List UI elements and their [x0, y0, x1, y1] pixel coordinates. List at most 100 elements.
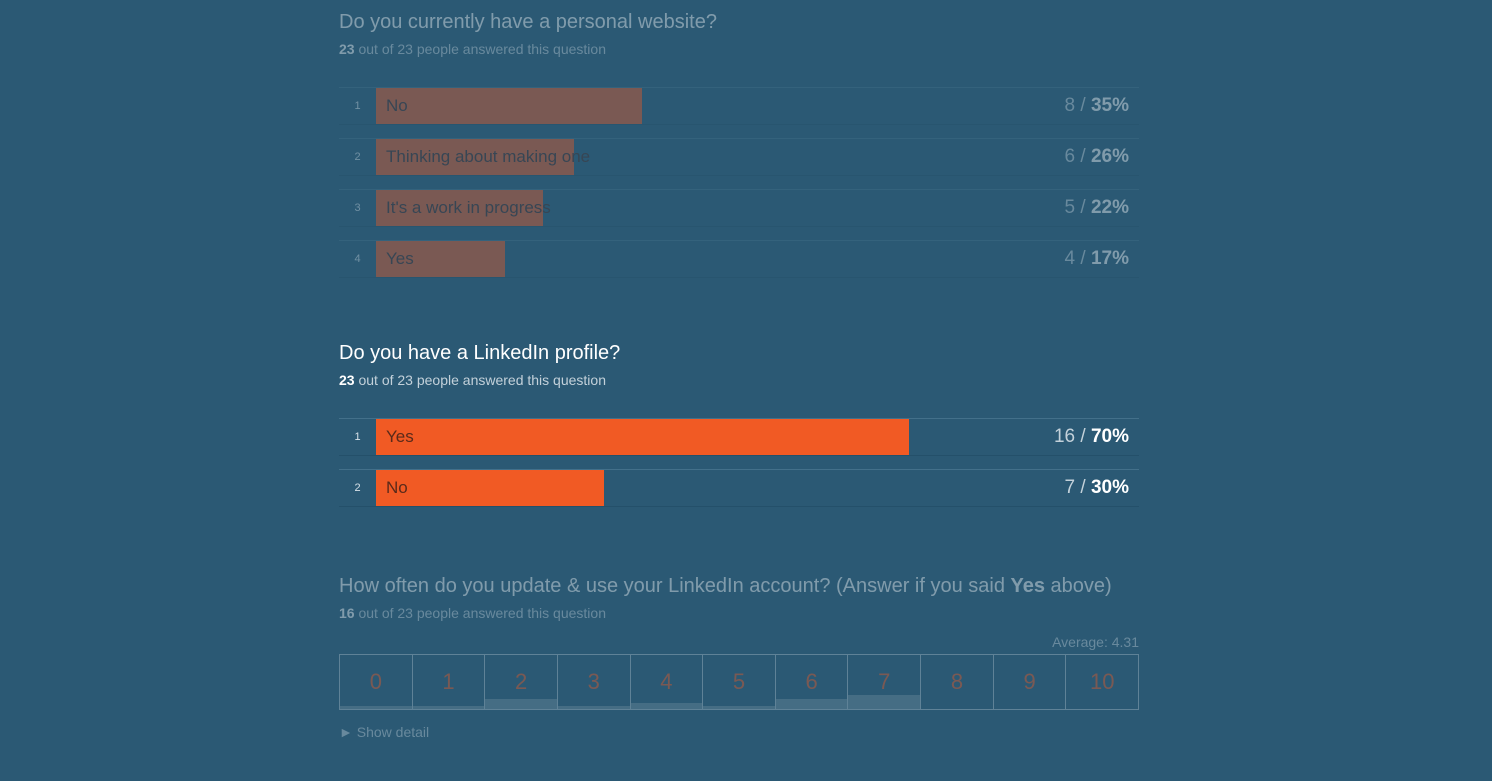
option-bar [376, 190, 543, 226]
scale-fill [412, 706, 485, 709]
scale-cell-0: 0 [340, 655, 413, 709]
option-track: Yes 16 / 70% [376, 419, 1139, 455]
question-linkedin-frequency: How often do you update & use your Linke… [339, 574, 1139, 740]
option-number: 2 [354, 151, 361, 163]
option-row: 4 Yes 4 / 17% [339, 240, 1139, 278]
option-count: 4 / 17% [1064, 248, 1129, 269]
option-number: 1 [354, 431, 361, 443]
scale-label: 9 [1023, 669, 1036, 694]
scale-cell-8: 8 [921, 655, 994, 709]
option-track: No 7 / 30% [376, 470, 1139, 506]
option-label: It's a work in progress [386, 198, 551, 217]
scale-fill [703, 706, 775, 709]
show-detail-link[interactable]: ► Show detail [339, 724, 430, 740]
option-row: 2 Thinking about making one 6 / 26% [339, 138, 1139, 176]
scale-cell-5: 5 [703, 655, 776, 709]
option-bar [376, 88, 642, 124]
scale-cell-6: 6 [775, 655, 849, 709]
scale-label: 5 [732, 669, 746, 694]
rating-scale: 0 1 2 3 4 5 6 7 8 9 10 [339, 654, 1139, 710]
option-bar [376, 241, 505, 277]
option-row: 1 No 8 / 35% [339, 87, 1139, 125]
option-label: Yes [386, 249, 414, 268]
question-title: How often do you update & use your Linke… [339, 574, 1139, 598]
option-track: It's a work in progress 5 / 22% [376, 190, 1139, 226]
answered-suffix: out of 23 people answered this question [358, 41, 606, 57]
option-count: 6 / 26% [1064, 146, 1129, 167]
scale-fill [557, 706, 630, 709]
option-percent: 70% [1090, 426, 1129, 447]
average-value: Average: 4.31 [1052, 634, 1139, 650]
option-count-value: 5 [1064, 197, 1076, 218]
answered-number: 23 [339, 41, 355, 57]
scale-label: 8 [950, 669, 964, 694]
option-bar [376, 139, 574, 175]
scale-cell-4: 4 [630, 655, 704, 709]
option-label: Thinking about making one [386, 147, 591, 166]
scale-cell-2: 2 [485, 655, 558, 709]
option-percent: 30% [1090, 477, 1129, 498]
option-row: 2 No 7 / 30% [339, 469, 1139, 507]
option-count: 7 / 30% [1064, 477, 1129, 498]
scale-label: 0 [369, 669, 382, 694]
option-number: 2 [354, 482, 361, 494]
option-bar [376, 419, 909, 455]
option-number: 4 [354, 253, 361, 265]
option-count-value: 7 [1064, 477, 1076, 498]
scale-label: 6 [805, 669, 818, 694]
option-track: Thinking about making one 6 / 26% [376, 139, 1139, 175]
scale-cell-3: 3 [557, 655, 631, 709]
answered-suffix: out of 23 people answered this question [358, 372, 606, 388]
scale-label: 2 [514, 669, 528, 694]
option-percent: 35% [1090, 95, 1129, 116]
scale-label: 1 [442, 669, 455, 694]
scale-label: 4 [660, 669, 673, 694]
scale-fill [775, 699, 848, 709]
option-track: Yes 4 / 17% [376, 241, 1139, 277]
scale-fill [630, 703, 703, 709]
option-list: 1 No 8 / 35% 2 Thinking about making one… [339, 87, 1139, 291]
scale-fill [340, 706, 412, 709]
option-number: 3 [354, 202, 361, 214]
option-row: 1 Yes 16 / 70% [339, 418, 1139, 456]
option-label: No [386, 478, 408, 497]
option-count-value: 16 [1053, 426, 1076, 447]
question-linkedin-profile: Do you have a LinkedIn profile? 23 out o… [339, 341, 1139, 507]
option-count: 5 / 22% [1064, 197, 1129, 218]
question-title-suffix: above) [1045, 575, 1112, 597]
scale-cell-10: 10 [1066, 655, 1138, 709]
answered-count: 16 out of 23 people answered this questi… [339, 605, 1139, 621]
scale-fill [848, 695, 921, 709]
option-percent: 26% [1090, 146, 1129, 167]
question-title: Do you currently have a personal website… [339, 11, 717, 33]
option-track: No 8 / 35% [376, 88, 1139, 124]
option-list: 1 Yes 16 / 70% 2 No 7 / 30% [339, 418, 1139, 520]
scale-label: 10 [1089, 669, 1115, 694]
option-row: 3 It's a work in progress 5 / 22% [339, 189, 1139, 227]
option-percent: 22% [1090, 197, 1129, 218]
option-count: 8 / 35% [1064, 95, 1129, 116]
option-count-value: 6 [1064, 146, 1076, 167]
answered-number: 16 [339, 605, 355, 621]
question-title-prefix: How often do you update & use your Linke… [339, 575, 1011, 597]
question-title-bold: Yes [1010, 575, 1045, 597]
scale-cell-1: 1 [412, 655, 486, 709]
question-title: Do you have a LinkedIn profile? [339, 342, 621, 364]
option-bar [376, 470, 604, 506]
scale-label: 3 [587, 669, 600, 694]
question-personal-website: Do you currently have a personal website… [339, 10, 1139, 278]
option-count-value: 8 [1064, 95, 1076, 116]
option-label: No [386, 96, 408, 115]
scale-fill [485, 699, 557, 709]
scale-label: 7 [878, 669, 891, 694]
option-count-value: 4 [1064, 248, 1076, 269]
option-count: 16 / 70% [1053, 426, 1129, 447]
scale-cell-9: 9 [994, 655, 1067, 709]
option-number: 1 [354, 100, 361, 112]
answered-suffix: out of 23 people answered this question [358, 605, 606, 621]
option-label: Yes [386, 427, 414, 446]
answered-count: 23 out of 23 people answered this questi… [339, 41, 1139, 57]
option-percent: 17% [1090, 248, 1129, 269]
answered-count: 23 out of 23 people answered this questi… [339, 372, 1139, 388]
answered-number: 23 [339, 372, 355, 388]
